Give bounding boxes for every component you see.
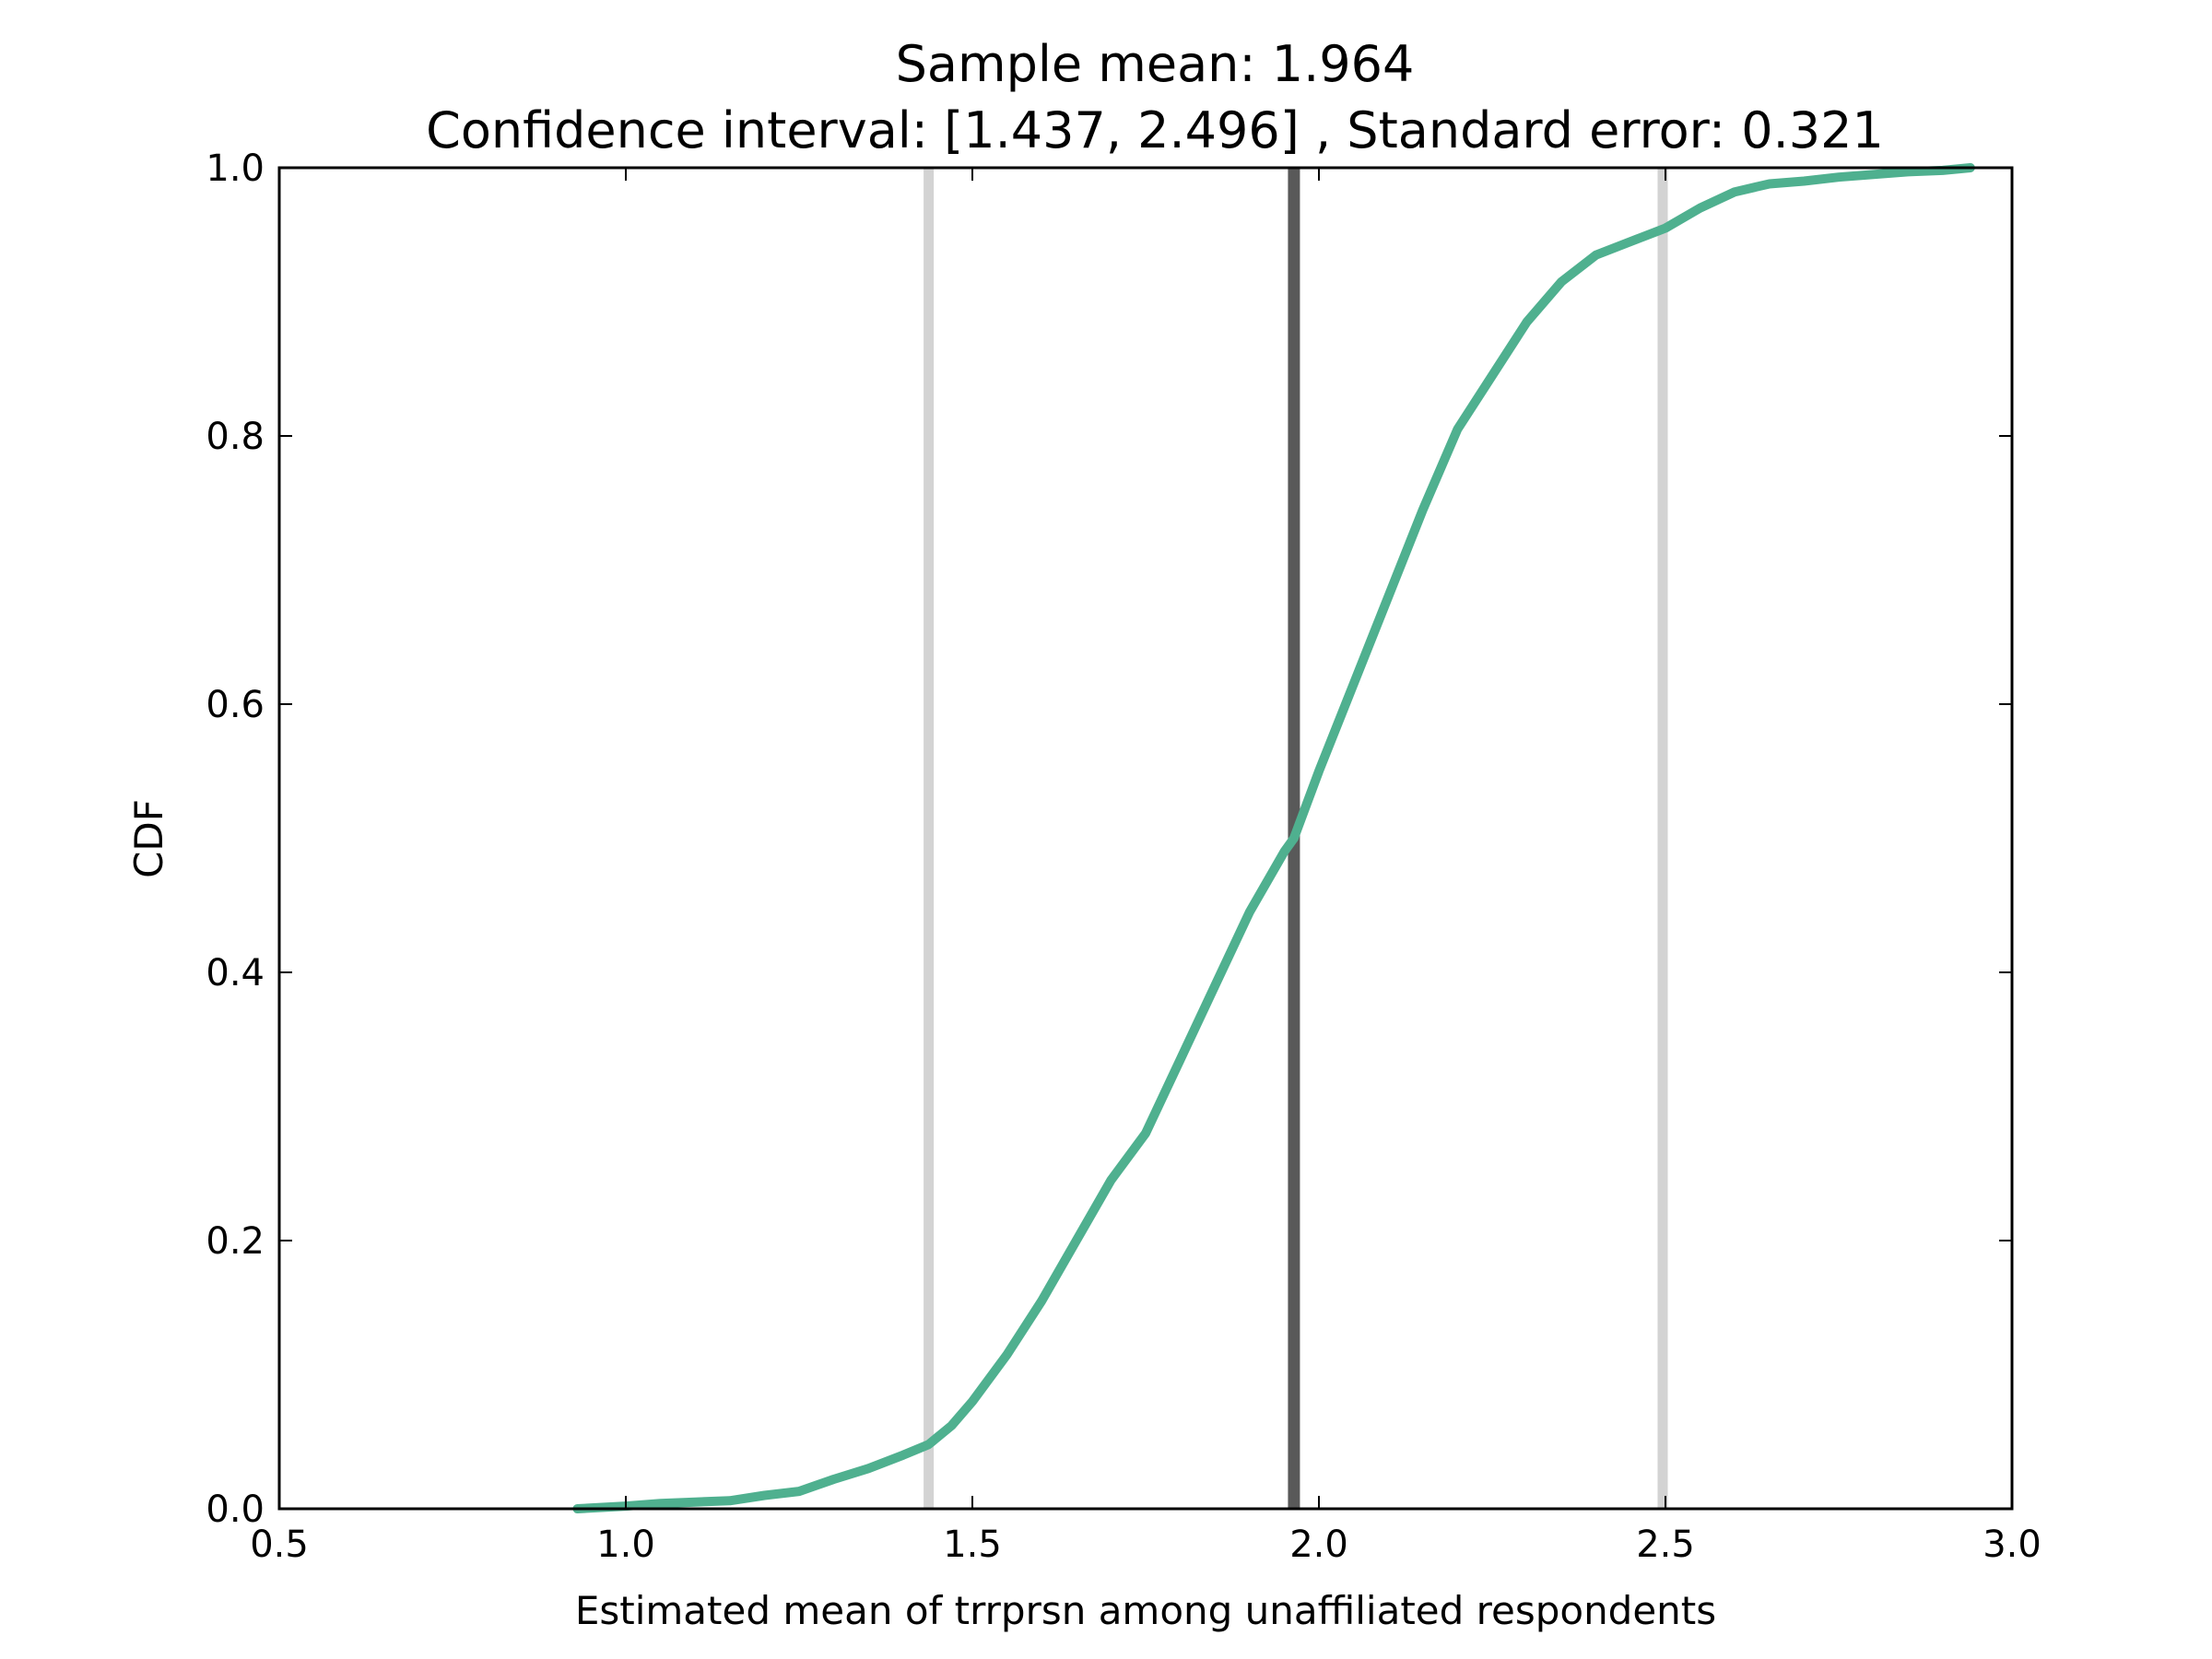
y-axis-ticks: 0.0 0.2 0.4 0.6 0.8 1.0 xyxy=(206,147,2012,1531)
x-tick-label: 3.0 xyxy=(1983,1524,2041,1566)
chart-title-line-1: Sample mean: 1.964 xyxy=(896,35,1415,93)
y-tick-label: 0.8 xyxy=(206,416,265,458)
x-tick-label: 1.0 xyxy=(596,1524,655,1566)
y-tick-label: 0.6 xyxy=(206,684,265,726)
x-tick-label: 0.5 xyxy=(250,1524,309,1566)
x-tick-label: 2.0 xyxy=(1289,1524,1348,1566)
series-group xyxy=(572,163,1975,1513)
chart-title-line-2: Confidence interval: [1.437, 2.496] , St… xyxy=(426,101,1884,159)
x-tick-label: 1.5 xyxy=(943,1524,1002,1566)
cdf-series-line-0 xyxy=(572,163,1975,1513)
chart-title: Sample mean: 1.964 Confidence interval: … xyxy=(426,35,1884,159)
y-axis-label: CDF xyxy=(126,799,171,878)
plot-frame xyxy=(277,166,2014,1511)
y-tick-label: 0.2 xyxy=(206,1220,265,1263)
y-tick-label: 0.0 xyxy=(206,1488,265,1531)
y-tick-label: 0.4 xyxy=(206,952,265,994)
x-tick-label: 2.5 xyxy=(1636,1524,1695,1566)
x-axis-label: Estimated mean of trrprsn among unaffili… xyxy=(575,1588,1716,1633)
x-axis-ticks: 0.5 1.0 1.5 2.0 2.5 3.0 xyxy=(250,168,2041,1566)
y-tick-label: 1.0 xyxy=(206,147,265,190)
